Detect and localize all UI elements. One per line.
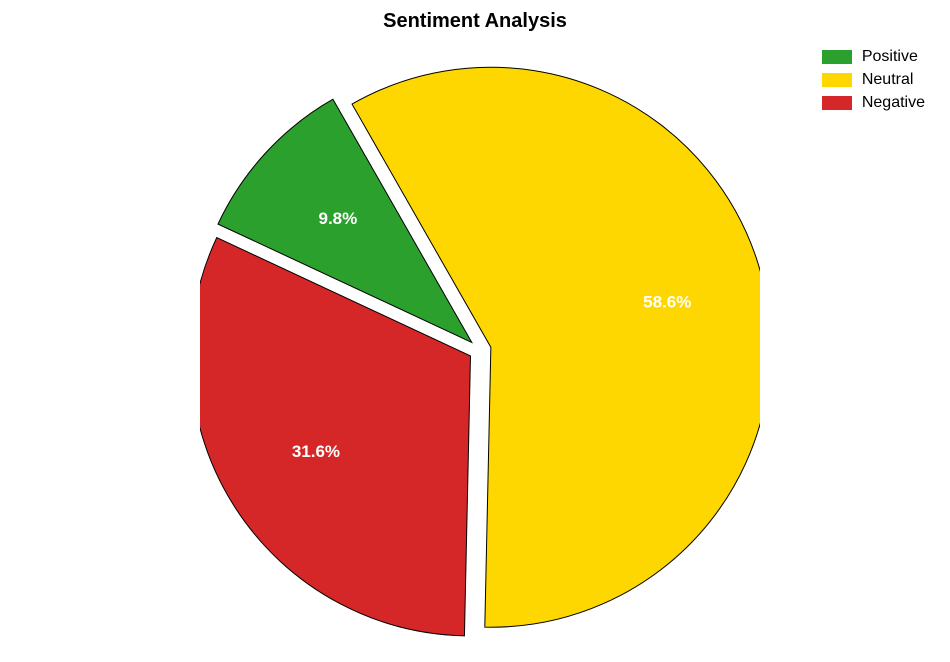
legend-swatch [822,50,852,64]
pie-chart: 9.8% 58.6% 31.6% [200,60,760,640]
legend-swatch [822,73,852,87]
legend-item-positive: Positive [822,48,925,66]
legend-item-neutral: Neutral [822,71,925,89]
legend-label: Neutral [862,71,914,89]
legend: Positive Neutral Negative [822,48,925,117]
pie-slice-label-positive: 9.8% [319,209,358,228]
legend-swatch [822,96,852,110]
legend-label: Negative [862,94,925,112]
legend-label: Positive [862,48,918,66]
pie-slice-label-neutral: 58.6% [643,292,691,311]
chart-title: Sentiment Analysis [383,10,567,33]
chart-container: Sentiment Analysis 9.8% 58.6% 31.6% Positi… [0,0,950,662]
pie-slice-label-negative: 31.6% [292,442,340,461]
legend-item-negative: Negative [822,94,925,112]
